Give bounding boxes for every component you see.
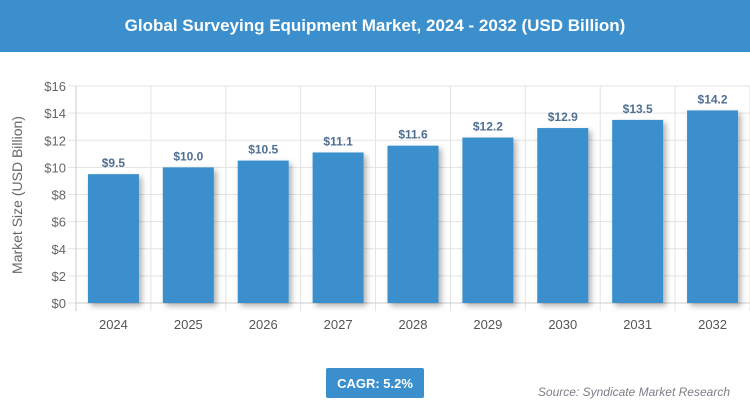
bar-2030 (537, 128, 589, 303)
y-tick-label: $6 (52, 215, 66, 230)
data-label: $11.1 (323, 134, 353, 148)
y-tick-label: $16 (44, 79, 66, 94)
data-label: $13.5 (623, 102, 653, 116)
source-note: Source: Syndicate Market Research (537, 385, 730, 399)
data-label: $10.5 (248, 143, 278, 157)
data-label: $12.9 (548, 110, 578, 124)
y-tick-label: $2 (52, 269, 66, 284)
cagr-text: CAGR: 5.2% (337, 375, 413, 391)
bar-2025 (162, 167, 214, 303)
y-tick-label: $8 (52, 188, 66, 203)
data-label: $12.2 (473, 120, 503, 134)
x-tick-label: 2031 (623, 317, 652, 332)
y-tick-label: $4 (52, 242, 66, 257)
y-tick-label: $0 (52, 296, 66, 311)
bar-2028 (387, 145, 439, 303)
chart-title-banner: Global Surveying Equipment Market, 2024 … (0, 0, 750, 52)
x-tick-label: 2032 (698, 317, 727, 332)
chart-title: Global Surveying Equipment Market, 2024 … (124, 16, 626, 35)
x-tick-label: 2029 (473, 317, 502, 332)
bar-2024 (87, 174, 139, 303)
y-tick-label: $12 (44, 133, 66, 148)
data-label: $14.2 (698, 92, 728, 106)
x-tick-label: 2026 (249, 317, 278, 332)
bar-2031 (612, 119, 664, 303)
y-axis-label: Market Size (USD Billion) (9, 116, 25, 274)
bar-2032 (687, 110, 739, 303)
x-tick-label: 2028 (399, 317, 428, 332)
data-label: $11.6 (398, 128, 428, 142)
y-tick-label: $10 (44, 160, 66, 175)
data-label: $9.5 (102, 156, 126, 170)
x-tick-label: 2025 (174, 317, 203, 332)
x-tick-label: 2024 (99, 317, 128, 332)
x-tick-label: 2030 (548, 317, 577, 332)
data-label: $10.0 (173, 149, 203, 163)
bar-2026 (237, 160, 289, 303)
bar-2029 (462, 137, 514, 303)
x-tick-label: 2027 (324, 317, 353, 332)
bar-2027 (312, 152, 364, 303)
cagr-badge: CAGR: 5.2% (326, 368, 424, 398)
y-tick-label: $14 (44, 106, 66, 121)
